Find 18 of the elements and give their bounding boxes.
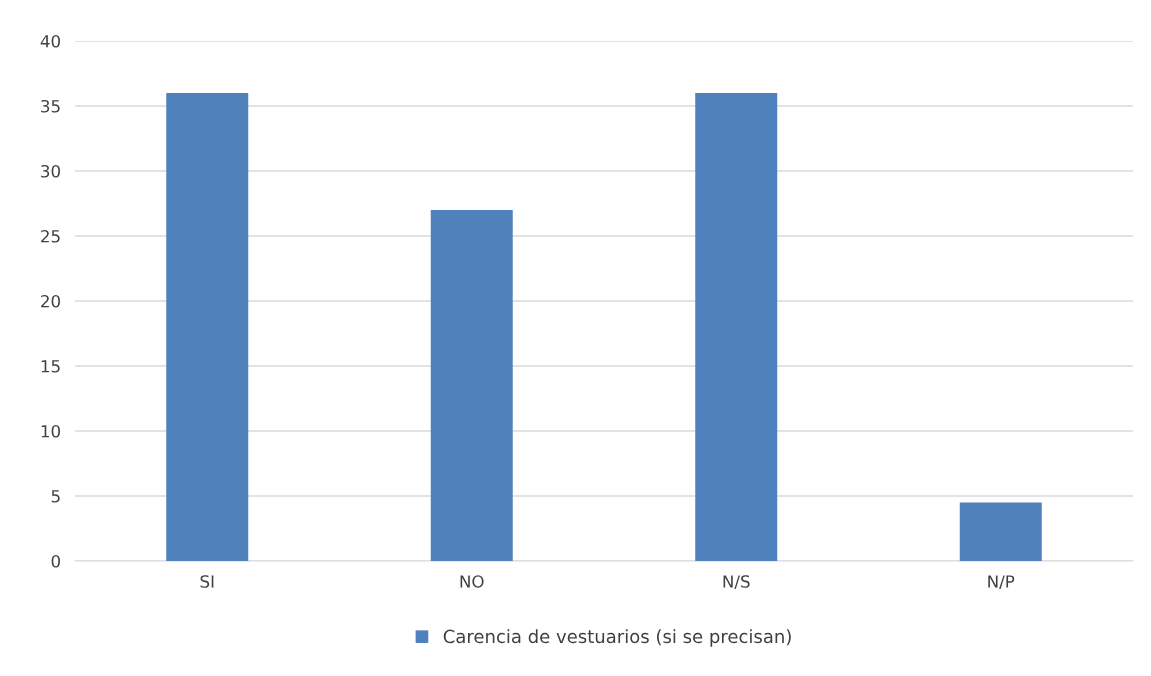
x-tick-label: N/S: [723, 575, 750, 590]
bar: [959, 502, 1042, 561]
y-tick-label: 40: [40, 34, 60, 48]
y-tick-label: 20: [41, 294, 60, 308]
bar: [166, 93, 249, 561]
y-tick-label: 0: [51, 554, 60, 568]
x-tick-label: SI: [200, 575, 214, 588]
bar: [430, 210, 513, 561]
bar: [695, 93, 778, 561]
y-tick-label: 25: [41, 229, 60, 243]
x-tick-label: NO: [460, 575, 484, 588]
y-tick-label: 5: [51, 490, 60, 503]
legend-label: Carencia de vestuarios (si se precisan): [443, 629, 791, 647]
x-tick-label: N/P: [988, 575, 1015, 590]
y-tick-label: 15: [41, 360, 60, 373]
y-tick-label: 30: [41, 164, 60, 178]
y-tick-label: 35: [41, 99, 60, 113]
y-tick-label: 10: [41, 424, 60, 438]
